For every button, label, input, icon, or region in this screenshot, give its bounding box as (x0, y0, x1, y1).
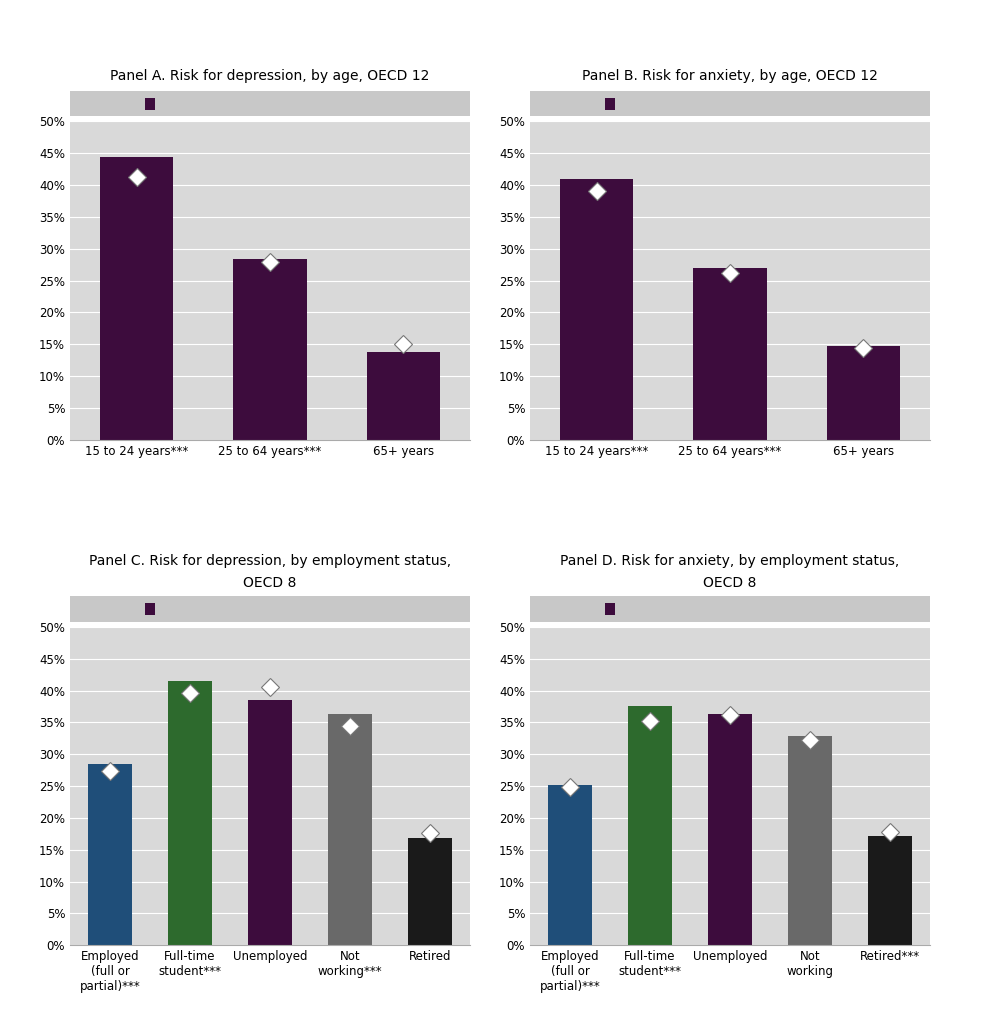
Bar (233, 259, 307, 440)
Bar (168, 681, 212, 945)
Bar (628, 706, 672, 945)
Text: 2021: 2021 (160, 603, 192, 616)
Text: OECD 8: OECD 8 (243, 576, 297, 590)
Text: ◇: ◇ (295, 601, 308, 618)
Bar (248, 700, 292, 945)
Bar (367, 352, 440, 440)
Bar (548, 785, 592, 945)
Text: Panel A. Risk for depression, by age, OECD 12: Panel A. Risk for depression, by age, OE… (110, 69, 430, 83)
Text: Panel C. Risk for depression, by employment status,: Panel C. Risk for depression, by employm… (89, 554, 451, 568)
Text: Panel B. Risk for anxiety, by age, OECD 12: Panel B. Risk for anxiety, by age, OECD … (582, 69, 878, 83)
Bar (560, 179, 633, 440)
Bar (88, 764, 132, 945)
Bar (868, 836, 912, 945)
Text: Panel D. Risk for anxiety, by employment status,: Panel D. Risk for anxiety, by employment… (560, 554, 900, 568)
Bar (693, 268, 767, 440)
Text: 2020: 2020 (773, 97, 805, 110)
Text: ◇: ◇ (295, 95, 308, 112)
Text: 2021: 2021 (620, 603, 652, 616)
Bar (827, 346, 900, 440)
Text: ◇: ◇ (755, 601, 768, 618)
Text: 2020: 2020 (773, 603, 805, 616)
Text: 2020: 2020 (313, 97, 345, 110)
Text: ◇: ◇ (755, 95, 768, 112)
Text: 2020: 2020 (313, 603, 345, 616)
Bar (100, 157, 173, 440)
Bar (708, 714, 752, 945)
Text: OECD 8: OECD 8 (703, 576, 757, 590)
Text: 2021: 2021 (160, 97, 192, 110)
Bar (788, 736, 832, 945)
Bar (328, 714, 372, 945)
Bar (408, 838, 452, 945)
Text: 2021: 2021 (620, 97, 652, 110)
